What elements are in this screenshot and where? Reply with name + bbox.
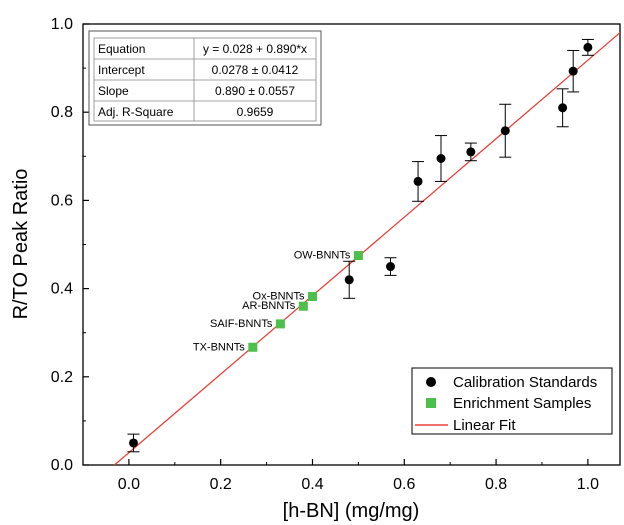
legend-enrichment-label: Enrichment Samples xyxy=(453,395,591,412)
legend-box xyxy=(411,367,613,435)
fit-key-r-square: Adj. R-Square xyxy=(98,105,174,119)
enrichment-point xyxy=(307,292,317,302)
fit-key-equation: Equation xyxy=(98,42,145,56)
enrichment-point xyxy=(275,319,285,329)
x-tick-label: 1.0 xyxy=(577,476,599,493)
legend: Calibration Standards Enrichment Samples… xyxy=(411,367,613,435)
enrichment-point xyxy=(298,301,308,311)
y-tick-label: 0.8 xyxy=(51,104,73,121)
enrichment-point-label: TX-BNNTs xyxy=(193,341,245,353)
y-tick-label: 0.6 xyxy=(51,192,73,209)
fit-key-slope: Slope xyxy=(98,84,129,98)
calibration-point xyxy=(386,262,396,272)
points-layer xyxy=(128,42,593,448)
x-tick-label: 0.8 xyxy=(485,476,507,493)
x-tick-label: 0.6 xyxy=(393,476,415,493)
enrichment-point-label: Ox-BNNTs xyxy=(253,291,305,303)
calibration-point xyxy=(583,42,593,52)
linear-fit-line xyxy=(114,32,621,466)
x-tick-label: 0.2 xyxy=(210,476,232,493)
fit-value-slope: 0.890 ± 0.0557 xyxy=(215,84,295,98)
fit-value-intercept: 0.0278 ± 0.0412 xyxy=(212,63,299,77)
y-tick-label: 0.4 xyxy=(51,281,73,298)
legend-calibration-label: Calibration Standards xyxy=(453,374,597,391)
x-axis: 0.0 0.2 0.4 0.6 0.8 1.0 xyxy=(82,459,599,493)
legend-enrichment-marker xyxy=(426,398,436,408)
calibration-point xyxy=(568,66,578,76)
y-tick-label: 1.0 xyxy=(51,16,73,33)
x-axis-title: [h-BN] (mg/mg) xyxy=(283,500,420,522)
calibration-point xyxy=(466,147,476,157)
enrichment-point-label: OW-BNNTs xyxy=(294,250,351,262)
legend-calibration-marker xyxy=(426,377,436,387)
x-tick-label: 0.0 xyxy=(118,476,140,493)
y-axis-title: R/TO Peak Ratio xyxy=(10,169,32,320)
enrichment-point xyxy=(353,251,363,261)
calibration-point xyxy=(344,275,354,285)
calibration-point xyxy=(500,126,510,136)
y-tick-label: 0.0 xyxy=(51,457,73,474)
linear-fit-layer xyxy=(114,32,621,466)
fit-value-r-square: 0.9659 xyxy=(237,105,274,119)
enrichment-point-label: AR-BNNTs xyxy=(242,300,296,312)
enrichment-point xyxy=(248,342,258,352)
calibration-point xyxy=(558,103,568,113)
x-tick-label: 0.4 xyxy=(301,476,323,493)
fit-results-table: Equation y = 0.028 + 0.890*x Intercept 0… xyxy=(88,30,322,126)
y-tick-label: 0.2 xyxy=(51,369,73,386)
legend-fit-label: Linear Fit xyxy=(453,417,516,434)
enrichment-point-label: SAIF-BNNTs xyxy=(210,318,273,330)
calibration-point xyxy=(436,154,446,164)
calibration-point xyxy=(413,176,423,186)
fit-table-inner xyxy=(93,37,317,122)
fit-key-intercept: Intercept xyxy=(98,63,145,77)
y-axis: 0.0 0.2 0.4 0.6 0.8 1.0 xyxy=(51,16,89,474)
fit-value-equation: y = 0.028 + 0.890*x xyxy=(203,42,307,56)
calibration-point xyxy=(128,438,138,448)
